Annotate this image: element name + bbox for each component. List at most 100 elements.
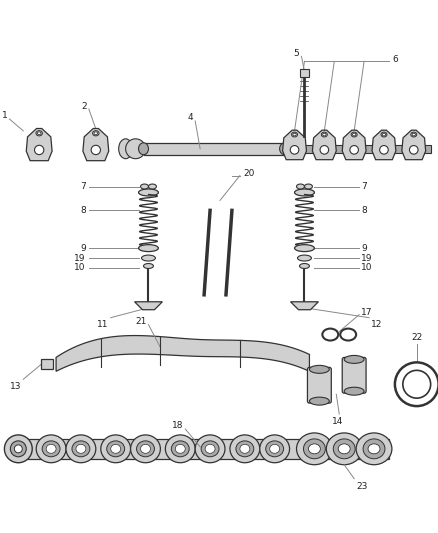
Polygon shape xyxy=(342,130,365,160)
Ellipse shape xyxy=(76,445,86,453)
Text: 18: 18 xyxy=(171,422,183,431)
Ellipse shape xyxy=(303,439,325,459)
Ellipse shape xyxy=(292,133,296,136)
Ellipse shape xyxy=(175,445,185,453)
Ellipse shape xyxy=(4,435,32,463)
Polygon shape xyxy=(371,130,395,160)
Text: 10: 10 xyxy=(360,263,372,272)
Circle shape xyxy=(379,146,387,154)
Polygon shape xyxy=(134,302,162,310)
Ellipse shape xyxy=(136,441,154,457)
Ellipse shape xyxy=(11,441,26,457)
Polygon shape xyxy=(290,302,318,310)
Ellipse shape xyxy=(279,143,289,155)
Ellipse shape xyxy=(308,444,320,454)
Text: 7: 7 xyxy=(360,182,366,191)
Ellipse shape xyxy=(235,441,253,457)
Ellipse shape xyxy=(239,445,249,453)
Ellipse shape xyxy=(367,444,379,454)
Ellipse shape xyxy=(140,184,148,189)
Text: 5: 5 xyxy=(293,49,299,58)
Ellipse shape xyxy=(299,263,309,269)
Ellipse shape xyxy=(171,441,189,457)
Ellipse shape xyxy=(230,435,259,463)
Bar xyxy=(143,143,284,155)
Ellipse shape xyxy=(106,441,124,457)
Polygon shape xyxy=(282,130,306,160)
Ellipse shape xyxy=(36,435,66,463)
Text: 7: 7 xyxy=(80,182,86,191)
FancyBboxPatch shape xyxy=(342,358,365,393)
Ellipse shape xyxy=(309,365,328,373)
Text: 1: 1 xyxy=(2,111,7,120)
Ellipse shape xyxy=(138,245,158,252)
Text: 9: 9 xyxy=(80,244,86,253)
Ellipse shape xyxy=(338,444,350,454)
Ellipse shape xyxy=(343,387,363,395)
Ellipse shape xyxy=(321,132,327,137)
Ellipse shape xyxy=(195,435,224,463)
Ellipse shape xyxy=(269,445,279,453)
Ellipse shape xyxy=(46,445,56,453)
Text: 13: 13 xyxy=(10,382,21,391)
FancyBboxPatch shape xyxy=(307,367,331,403)
Polygon shape xyxy=(312,130,336,160)
Ellipse shape xyxy=(381,133,385,136)
Ellipse shape xyxy=(332,439,354,459)
Ellipse shape xyxy=(362,439,384,459)
Ellipse shape xyxy=(138,143,148,155)
Text: 14: 14 xyxy=(331,417,342,426)
Circle shape xyxy=(409,146,417,154)
Text: 23: 23 xyxy=(355,482,367,490)
Ellipse shape xyxy=(14,445,22,453)
Ellipse shape xyxy=(325,433,361,465)
Text: 17: 17 xyxy=(360,308,372,317)
Ellipse shape xyxy=(37,132,41,135)
Ellipse shape xyxy=(411,133,414,136)
Ellipse shape xyxy=(72,441,90,457)
Ellipse shape xyxy=(42,441,60,457)
Text: 6: 6 xyxy=(391,55,397,64)
Ellipse shape xyxy=(355,433,391,465)
Ellipse shape xyxy=(343,356,363,364)
Ellipse shape xyxy=(380,132,386,137)
Bar xyxy=(299,69,309,77)
Text: 9: 9 xyxy=(360,244,366,253)
Ellipse shape xyxy=(125,139,145,159)
Text: 11: 11 xyxy=(97,320,109,329)
Bar xyxy=(41,359,53,369)
Ellipse shape xyxy=(205,445,215,453)
Ellipse shape xyxy=(94,132,97,135)
Ellipse shape xyxy=(138,189,158,196)
Ellipse shape xyxy=(201,441,219,457)
Ellipse shape xyxy=(304,184,312,189)
Text: 10: 10 xyxy=(74,263,86,272)
Text: 21: 21 xyxy=(135,317,146,326)
Text: 4: 4 xyxy=(187,114,193,123)
Ellipse shape xyxy=(130,435,160,463)
Polygon shape xyxy=(56,336,309,372)
Ellipse shape xyxy=(66,435,95,463)
Bar xyxy=(13,439,388,459)
Ellipse shape xyxy=(297,255,311,261)
Ellipse shape xyxy=(296,433,332,465)
Text: 20: 20 xyxy=(242,169,254,178)
Text: 19: 19 xyxy=(360,254,372,263)
Polygon shape xyxy=(83,128,109,160)
Ellipse shape xyxy=(352,133,355,136)
Ellipse shape xyxy=(143,263,153,269)
Ellipse shape xyxy=(165,435,195,463)
Bar xyxy=(281,145,430,153)
Circle shape xyxy=(35,146,44,155)
Polygon shape xyxy=(401,130,425,160)
Text: 2: 2 xyxy=(81,101,87,110)
Ellipse shape xyxy=(350,132,357,137)
Ellipse shape xyxy=(118,139,132,159)
Text: 8: 8 xyxy=(360,206,366,215)
Ellipse shape xyxy=(36,131,42,136)
Ellipse shape xyxy=(296,184,304,189)
Text: 22: 22 xyxy=(410,333,421,342)
Text: 8: 8 xyxy=(80,206,86,215)
Ellipse shape xyxy=(140,445,150,453)
Ellipse shape xyxy=(92,131,99,136)
